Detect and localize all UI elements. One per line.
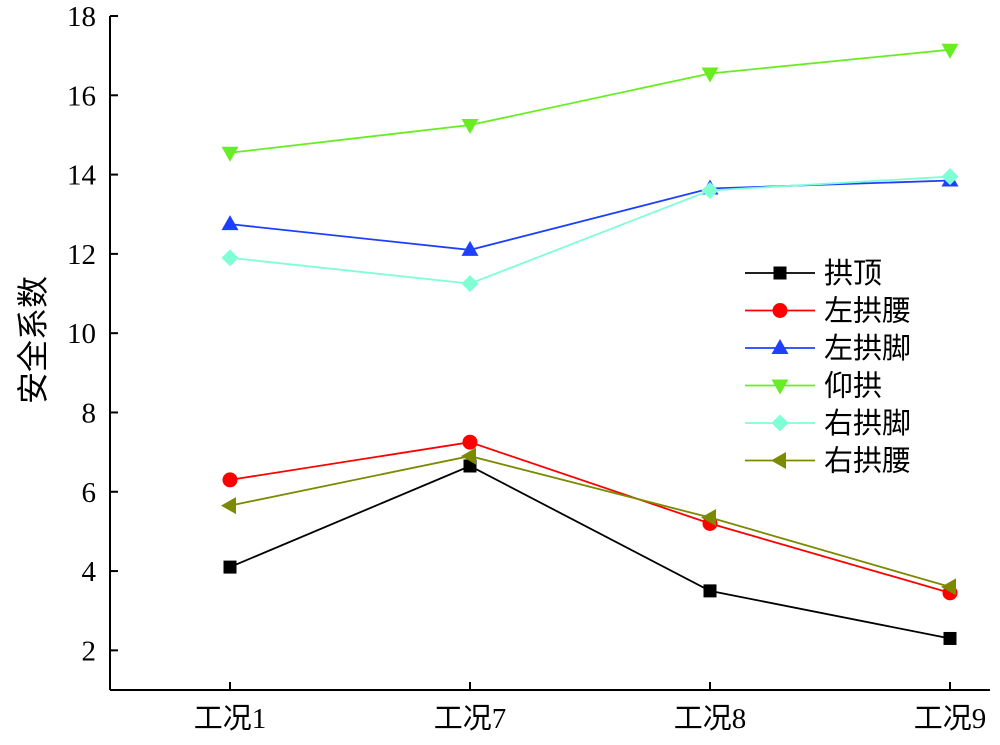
legend-label: 仰拱 bbox=[824, 370, 882, 403]
legend-item: 拱顶 bbox=[745, 257, 882, 290]
series-line bbox=[229, 455, 951, 588]
series-line bbox=[229, 179, 951, 251]
legend-marker bbox=[773, 266, 787, 280]
y-tick-label: 8 bbox=[82, 397, 97, 429]
y-tick-label: 12 bbox=[67, 239, 96, 271]
legend-label: 左拱脚 bbox=[824, 332, 911, 365]
series-5 bbox=[221, 168, 959, 293]
data-point bbox=[461, 119, 479, 135]
data-point bbox=[223, 560, 237, 574]
data-point bbox=[943, 631, 957, 645]
legend-marker bbox=[771, 452, 786, 469]
data-point bbox=[701, 509, 716, 527]
data-point bbox=[221, 249, 239, 267]
legend-item: 右拱腰 bbox=[745, 445, 911, 478]
data-point bbox=[703, 584, 717, 598]
y-tick-label: 10 bbox=[67, 318, 96, 350]
y-tick-label: 18 bbox=[67, 1, 96, 33]
y-axis-label: 安全系数 bbox=[15, 276, 51, 404]
legend-item: 右拱脚 bbox=[745, 407, 911, 440]
data-point bbox=[461, 447, 476, 465]
series-line bbox=[229, 465, 951, 640]
data-point bbox=[222, 472, 238, 488]
axes: 2 4 6 8 10 12 14 16 18 工况1 工况7 工况8 工况9 bbox=[67, 1, 990, 735]
data-point bbox=[462, 434, 478, 450]
series-layer bbox=[221, 43, 959, 645]
y-tick-label: 2 bbox=[82, 635, 97, 667]
data-point bbox=[221, 146, 239, 162]
series-1 bbox=[223, 459, 957, 645]
legend-item: 左拱腰 bbox=[745, 295, 911, 328]
data-point bbox=[221, 215, 239, 231]
legend-item: 左拱脚 bbox=[745, 332, 911, 365]
y-tick-label: 6 bbox=[82, 477, 97, 509]
legend-label: 左拱腰 bbox=[824, 295, 911, 328]
legend-label: 拱顶 bbox=[824, 257, 882, 290]
y-tick-label: 16 bbox=[67, 80, 96, 112]
data-point bbox=[701, 181, 719, 199]
data-point bbox=[221, 497, 236, 515]
y-tick-label: 14 bbox=[67, 160, 97, 192]
series-line bbox=[229, 48, 951, 154]
legend-label: 右拱脚 bbox=[824, 407, 911, 440]
y-tick-label: 4 bbox=[82, 556, 97, 588]
series-3 bbox=[221, 171, 959, 256]
x-tick-label: 工况7 bbox=[434, 703, 507, 735]
data-point bbox=[461, 275, 479, 293]
data-point bbox=[461, 240, 479, 256]
legend-marker bbox=[771, 414, 789, 432]
x-tick-label: 工况8 bbox=[674, 703, 747, 735]
data-point bbox=[941, 43, 959, 59]
data-point bbox=[701, 67, 719, 83]
x-tick-label: 工况1 bbox=[194, 703, 267, 735]
legend-marker bbox=[771, 339, 789, 354]
data-point bbox=[941, 578, 956, 596]
series-6 bbox=[221, 447, 956, 596]
data-point bbox=[941, 168, 959, 186]
legend-marker bbox=[771, 379, 789, 395]
legend-marker bbox=[772, 303, 788, 318]
legend-item: 仰拱 bbox=[745, 370, 882, 403]
series-line bbox=[229, 441, 951, 594]
x-tick-label: 工况9 bbox=[914, 703, 987, 735]
legend-label: 右拱腰 bbox=[824, 445, 911, 478]
series-4 bbox=[221, 43, 959, 162]
series-line bbox=[229, 175, 951, 285]
